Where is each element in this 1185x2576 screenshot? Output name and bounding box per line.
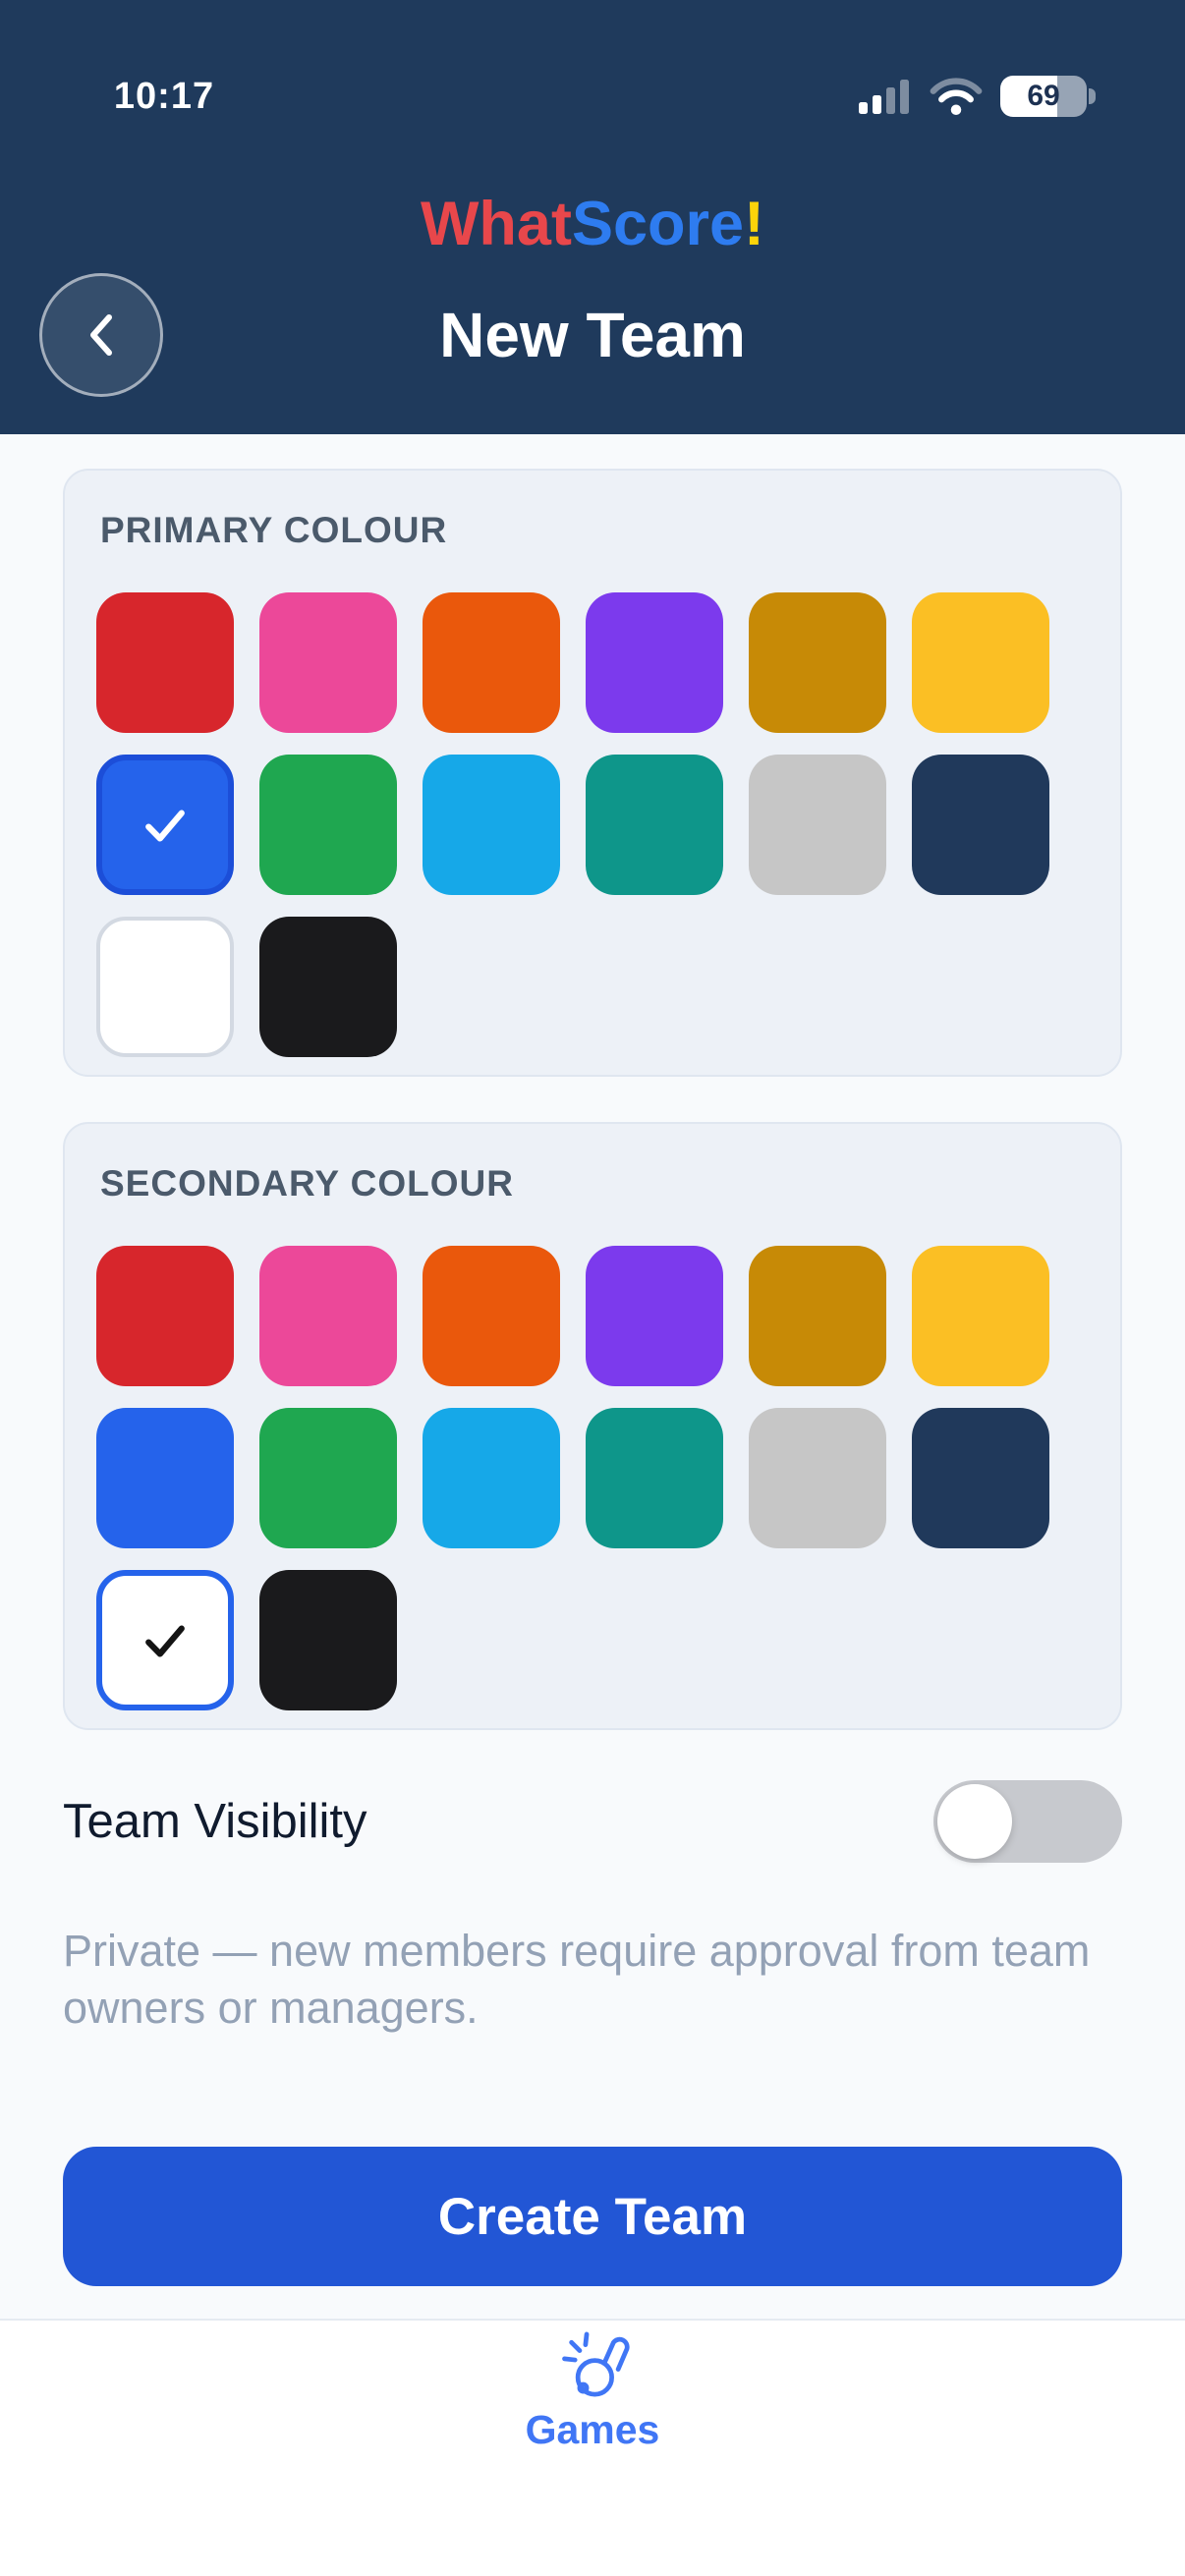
color-swatch-green[interactable] — [259, 755, 397, 895]
battery-icon: 69 — [1000, 76, 1096, 117]
tab-label-games: Games — [525, 2407, 660, 2452]
color-swatch-pink[interactable] — [259, 592, 397, 733]
whistle-icon — [562, 2331, 630, 2397]
primary-colour-card: PRIMARY COLOUR — [63, 469, 1122, 1077]
battery-percent: 69 — [1027, 80, 1060, 112]
color-swatch-yellow[interactable] — [912, 1246, 1049, 1386]
color-swatch-pink[interactable] — [259, 1246, 397, 1386]
color-swatch-gold[interactable] — [749, 592, 886, 733]
battery-nub — [1089, 88, 1096, 104]
color-swatch-gray[interactable] — [749, 1408, 886, 1548]
color-swatch-gold[interactable] — [749, 1246, 886, 1386]
secondary-colour-heading: SECONDARY COLOUR — [100, 1163, 514, 1204]
color-swatch-black[interactable] — [259, 1570, 397, 1710]
check-icon — [145, 1625, 185, 1657]
color-swatch-teal[interactable] — [586, 755, 723, 895]
secondary-colour-grid — [96, 1246, 1089, 1710]
color-swatch-blue[interactable] — [96, 1408, 234, 1548]
status-bar: 10:17 69 — [90, 71, 1096, 122]
team-visibility-toggle[interactable] — [933, 1780, 1122, 1863]
tab-item-games[interactable]: Games — [525, 2328, 660, 2576]
status-icons: 69 — [859, 76, 1096, 117]
header: 10:17 69 WhatScore! New Tea — [0, 0, 1185, 434]
color-swatch-sky-blue[interactable] — [423, 755, 560, 895]
color-swatch-purple[interactable] — [586, 1246, 723, 1386]
primary-colour-grid — [96, 592, 1089, 1057]
color-swatch-white[interactable] — [96, 1570, 234, 1710]
team-visibility-row: Team Visibility — [63, 1779, 1122, 1864]
chevron-left-icon — [90, 314, 112, 356]
page-title: New Team — [439, 300, 746, 370]
app-logo: WhatScore! — [0, 189, 1185, 259]
color-swatch-red[interactable] — [96, 592, 234, 733]
status-time: 10:17 — [113, 75, 215, 117]
logo-part-bang: ! — [744, 190, 765, 258]
color-swatch-teal[interactable] — [586, 1408, 723, 1548]
color-swatch-yellow[interactable] — [912, 592, 1049, 733]
color-swatch-navy[interactable] — [912, 1408, 1049, 1548]
back-button[interactable] — [39, 273, 163, 397]
logo-part-score: Score — [571, 190, 745, 258]
check-icon — [145, 810, 185, 842]
color-swatch-orange[interactable] — [423, 1246, 560, 1386]
tab-bar: Games — [0, 2319, 1185, 2576]
create-team-button[interactable]: Create Team — [63, 2147, 1122, 2287]
wifi-icon — [930, 78, 983, 115]
team-visibility-description: Private — new members require approval f… — [63, 1926, 1091, 2034]
color-swatch-red[interactable] — [96, 1246, 234, 1386]
secondary-colour-card: SECONDARY COLOUR — [63, 1122, 1122, 1730]
color-swatch-gray[interactable] — [749, 755, 886, 895]
color-swatch-navy[interactable] — [912, 755, 1049, 895]
logo-part-what: What — [420, 190, 572, 258]
team-visibility-label: Team Visibility — [63, 1795, 367, 1848]
signal-icon — [859, 80, 909, 114]
color-swatch-orange[interactable] — [423, 592, 560, 733]
color-swatch-green[interactable] — [259, 1408, 397, 1548]
color-swatch-sky-blue[interactable] — [423, 1408, 560, 1548]
color-swatch-white[interactable] — [96, 917, 234, 1057]
primary-colour-heading: PRIMARY COLOUR — [100, 510, 448, 550]
toggle-thumb — [937, 1784, 1012, 1859]
color-swatch-black[interactable] — [259, 917, 397, 1057]
color-swatch-blue[interactable] — [96, 755, 234, 895]
color-swatch-purple[interactable] — [586, 592, 723, 733]
